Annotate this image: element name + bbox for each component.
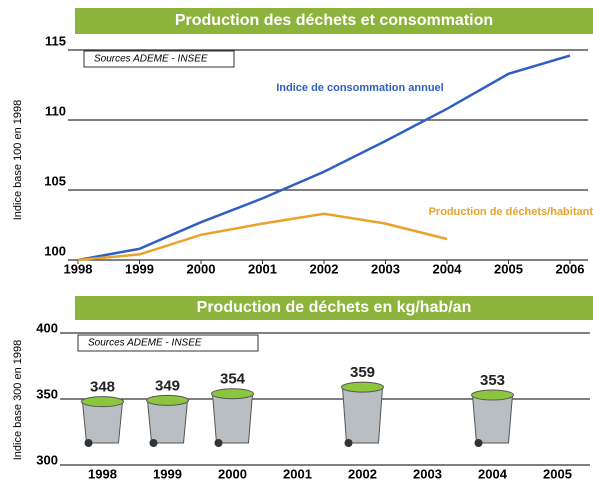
series-label: Production de déchets/habitant bbox=[429, 206, 593, 218]
y-tick-label: 100 bbox=[44, 243, 66, 258]
value-label: 348 bbox=[90, 379, 115, 396]
y-tick-label: 350 bbox=[36, 386, 58, 401]
bin-wheel bbox=[475, 439, 483, 447]
y-axis-label: Indice base 100 en 1998 bbox=[12, 100, 24, 221]
bin-lid bbox=[472, 390, 514, 400]
x-tick-label: 1998 bbox=[64, 261, 93, 276]
y-tick-label: 105 bbox=[44, 173, 66, 188]
x-tick-label: 2005 bbox=[494, 261, 523, 276]
annotation: Sources ADEME - INSEE bbox=[88, 338, 202, 349]
bin bbox=[213, 394, 253, 443]
x-tick-label: 2003 bbox=[371, 261, 400, 276]
x-tick-label: 2002 bbox=[348, 466, 377, 480]
x-tick-label: 2003 bbox=[413, 466, 442, 480]
chart: Production des déchets et consommation I… bbox=[0, 0, 593, 480]
bin bbox=[473, 395, 513, 443]
x-tick-label: 2004 bbox=[433, 261, 463, 276]
bin-wheel bbox=[215, 439, 223, 447]
y-tick-label: 110 bbox=[45, 103, 66, 118]
x-tick-label: 2002 bbox=[310, 261, 339, 276]
x-tick-label: 2006 bbox=[556, 261, 585, 276]
bin-wheel bbox=[85, 439, 93, 447]
bin bbox=[148, 400, 188, 443]
bin bbox=[343, 387, 383, 443]
series-label: Indice de consommation annuel bbox=[276, 82, 443, 94]
x-tick-label: 1998 bbox=[88, 466, 117, 480]
bin-wheel bbox=[150, 439, 158, 447]
y-tick-label: 115 bbox=[45, 33, 66, 48]
bin-lid bbox=[342, 382, 384, 392]
bin bbox=[83, 402, 123, 443]
annotation: Sources ADEME - INSEE bbox=[94, 54, 208, 65]
y-tick-label: 300 bbox=[36, 452, 58, 467]
x-tick-label: 2001 bbox=[248, 261, 277, 276]
bin-lid bbox=[147, 395, 189, 405]
series-line bbox=[78, 214, 447, 260]
x-tick-label: 2004 bbox=[478, 466, 508, 480]
bin-wheel bbox=[345, 439, 353, 447]
value-label: 349 bbox=[155, 377, 180, 394]
chart-title: Production des déchets et consommation bbox=[175, 12, 493, 29]
page: {"chart_data": [ {"type": "line", "title… bbox=[0, 0, 593, 485]
y-tick-label: 400 bbox=[36, 320, 58, 335]
chart-title: Production de déchets en kg/hab/an bbox=[197, 299, 472, 316]
y-axis-label: Indice base 300 en 1998 bbox=[12, 340, 24, 461]
x-tick-label: 1999 bbox=[125, 261, 154, 276]
bin-lid bbox=[212, 389, 254, 399]
x-tick-label: 2000 bbox=[218, 466, 247, 480]
value-label: 353 bbox=[480, 372, 505, 389]
value-label: 359 bbox=[350, 364, 375, 381]
value-label: 354 bbox=[220, 371, 246, 388]
x-tick-label: 2000 bbox=[187, 261, 216, 276]
x-tick-label: 1999 bbox=[153, 466, 182, 480]
x-tick-label: 2001 bbox=[283, 466, 312, 480]
x-tick-label: 2005 bbox=[543, 466, 572, 480]
bin-lid bbox=[82, 397, 124, 407]
